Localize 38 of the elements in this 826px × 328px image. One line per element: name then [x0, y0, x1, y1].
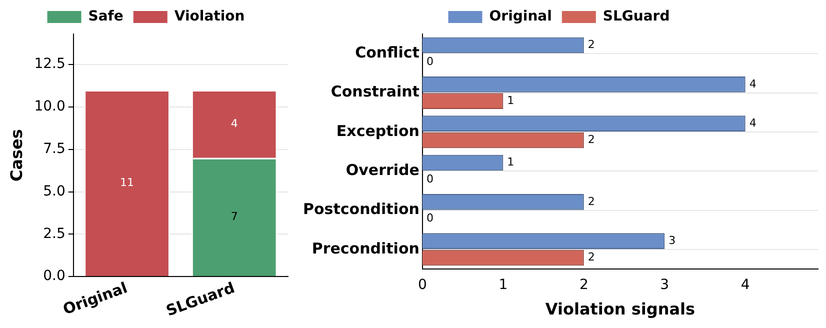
- legend-label: Safe: [88, 8, 124, 25]
- data-label: 7: [230, 210, 238, 223]
- legend-label: Violation: [174, 8, 245, 25]
- y-tick-label: 12.5: [34, 56, 66, 72]
- y-tick-label: 0.0: [43, 268, 66, 284]
- y-tick-label: 5.0: [43, 183, 66, 200]
- x-tick-label: 1: [498, 277, 508, 294]
- data-label: 11: [120, 176, 134, 189]
- y-tick-label: Override: [346, 160, 420, 179]
- data-label: 0: [426, 211, 434, 224]
- legend-label: SLGuard: [602, 8, 670, 25]
- data-label: 2: [588, 133, 595, 146]
- data-label: 1: [507, 94, 514, 107]
- y-tick-label: Exception: [336, 122, 420, 140]
- data-label: 0: [426, 172, 434, 186]
- legend-label: Original: [489, 8, 552, 25]
- data-label: 4: [230, 116, 238, 130]
- x-axis-title: Violation signals: [545, 300, 696, 319]
- data-label: 3: [668, 234, 676, 247]
- y-tick-label: Precondition: [312, 239, 420, 258]
- data-label: 2: [588, 250, 595, 264]
- data-label: 1: [507, 156, 514, 169]
- x-tick-label: 4: [740, 277, 750, 294]
- y-tick-label: 2.5: [43, 226, 66, 242]
- y-tick-label: Constraint: [330, 82, 420, 101]
- data-label: 2: [588, 38, 595, 52]
- y-tick-label: 7.5: [43, 141, 66, 157]
- data-label: 4: [749, 77, 756, 90]
- data-label: 2: [588, 194, 595, 208]
- y-axis-title: Cases: [6, 129, 26, 182]
- y-tick-label: Conflict: [355, 43, 420, 62]
- y-tick-label: 10.0: [34, 98, 66, 115]
- x-tick-label: 0: [418, 277, 427, 294]
- data-label: 0: [426, 54, 434, 68]
- data-label: 4: [749, 116, 756, 130]
- y-tick-label: Postcondition: [302, 200, 420, 218]
- x-tick-label: 2: [579, 277, 588, 294]
- x-tick-label: 3: [660, 277, 670, 294]
